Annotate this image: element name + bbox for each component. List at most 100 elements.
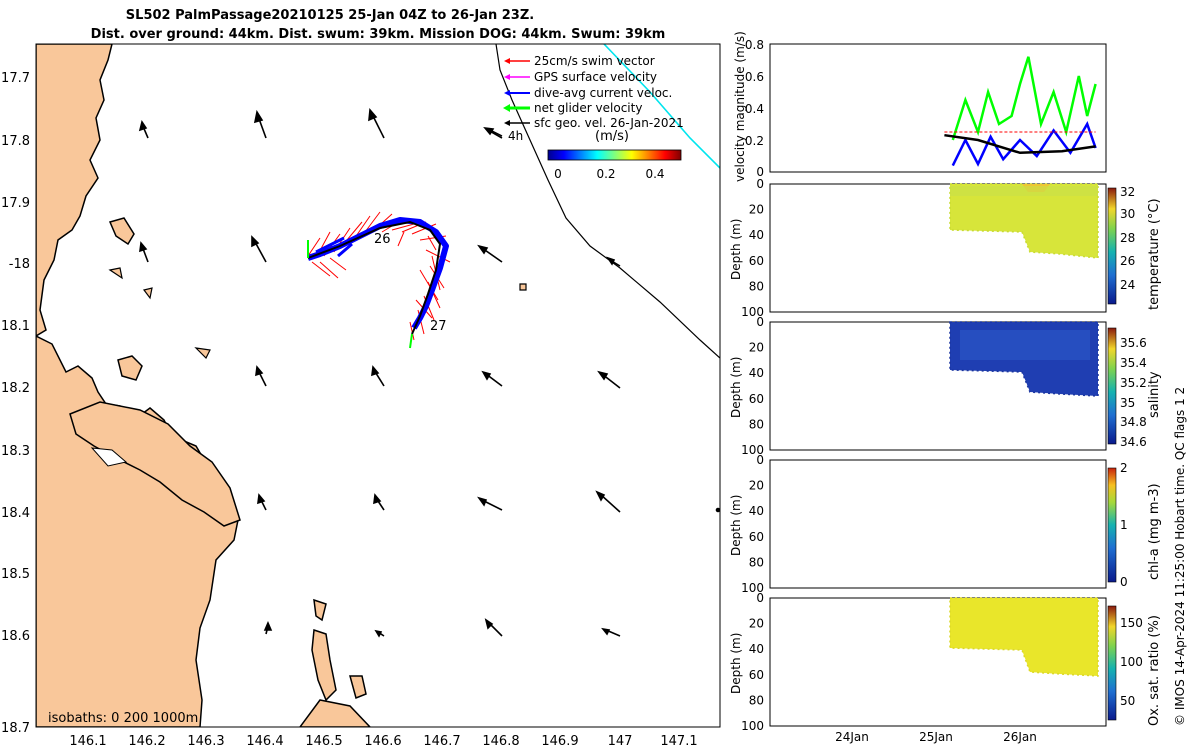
depth-tick: 100 — [741, 305, 764, 319]
time-tick-25jan: 25Jan — [919, 730, 953, 744]
depth-tick: 20 — [749, 479, 764, 493]
chla-panel — [769, 459, 1107, 589]
map-xtick: 146.4 — [246, 734, 283, 749]
depth-tick: 80 — [749, 417, 764, 431]
chla-cb-tick: 0 — [1120, 575, 1128, 589]
sal-cb-tick: 35 — [1120, 396, 1135, 410]
salinity-label: salinity — [1147, 371, 1162, 418]
velocity-series — [944, 56, 1097, 167]
temp-cb-tick: 24 — [1120, 278, 1135, 292]
map-xtick: 147 — [608, 734, 633, 749]
chla-colorbar — [1107, 467, 1117, 583]
depth-tick: 20 — [749, 341, 764, 355]
vel-ytick: 0.2 — [745, 134, 764, 148]
vel-ytick: 0.8 — [745, 38, 764, 52]
map-xtick: 147.1 — [660, 734, 697, 749]
chla-cb-tick: 1 — [1120, 518, 1128, 532]
temp-cb-tick: 30 — [1120, 207, 1135, 221]
colorbar-title: (m/s) — [595, 129, 629, 144]
map-ytick: 17.9 — [1, 196, 30, 211]
map-ytick: 18.4 — [1, 506, 30, 521]
temperature-colorbar — [1107, 187, 1117, 305]
map-ytick: 18.3 — [1, 444, 30, 459]
legend-net: net glider velocity — [534, 101, 642, 115]
depth-tick: 40 — [749, 366, 764, 380]
chla-cb-tick: 2 — [1120, 461, 1128, 475]
map-ytick: 18.7 — [1, 721, 30, 736]
depth-tick: 100 — [741, 719, 764, 733]
ox-cb-tick: 50 — [1120, 694, 1135, 708]
depth-tick: 20 — [749, 617, 764, 631]
colorbar-tick-0: 0 — [554, 167, 562, 181]
isobaths-label: isobaths: 0 200 1000m — [48, 711, 198, 726]
day-label-26: 26 — [374, 232, 391, 247]
vel-ylabel: velocity magnitude (m/s) — [733, 31, 747, 182]
temp-cb-tick: 28 — [1120, 231, 1135, 245]
time-tick-24jan: 24Jan — [835, 730, 869, 744]
map-xtick: 146.6 — [364, 734, 401, 749]
map-xtick: 146.8 — [482, 734, 519, 749]
vel-ytick: 0 — [756, 165, 764, 179]
chla-label: chl-a (mg m-3) — [1147, 483, 1162, 580]
depth-tick: 40 — [749, 228, 764, 242]
title-line1: SL502 PalmPassage20210125 25-Jan 04Z to … — [126, 8, 534, 23]
depth-tick: 0 — [756, 177, 764, 191]
velocity-line-dive-avg-current — [951, 121, 1097, 167]
map-ytick: -18 — [9, 257, 30, 272]
mainland — [36, 44, 113, 337]
glider-track: 26 27 — [307, 211, 451, 349]
map-frame — [35, 43, 721, 728]
map-y-ticks: 17.7 17.8 17.9 -18 18.1 18.2 18.3 18.4 1… — [1, 71, 30, 736]
vel-ytick: 0.6 — [745, 70, 764, 84]
map-panel: 26 27 25cm/s swim vector GPS surface vel… — [1, 43, 721, 749]
velocity-line-sfc-geo — [944, 133, 1096, 155]
ox-cb-tick: 150 — [1120, 616, 1143, 630]
temperature-panel — [769, 183, 1107, 313]
title-line2: Dist. over ground: 44km. Dist. swum: 39k… — [91, 27, 666, 42]
depth-tick: 40 — [749, 642, 764, 656]
legend-gps: GPS surface velocity — [534, 70, 657, 84]
velocity-line-net-glider-velocity — [951, 56, 1097, 141]
oxsat-label: Ox. sat. ratio (%) — [1147, 615, 1162, 726]
map-xtick: 146.1 — [69, 734, 106, 749]
map-x-ticks: 146.1 146.2 146.3 146.4 146.5 146.6 146.… — [69, 734, 697, 749]
map-legend: 25cm/s swim vector GPS surface velocity … — [489, 54, 684, 181]
salinity-colorbar — [1107, 327, 1117, 445]
legend-current: dive-avg current veloc. — [534, 86, 672, 100]
depth-tick: 60 — [749, 530, 764, 544]
depth-tick: 80 — [749, 693, 764, 707]
sal-cb-tick: 35.6 — [1120, 336, 1147, 350]
geo-velocity-arrows — [138, 108, 721, 638]
map-xtick: 146.9 — [541, 734, 578, 749]
oxsat-panel — [769, 597, 1107, 727]
colorbar-tick-1: 0.2 — [596, 167, 615, 181]
depth-tick: 0 — [756, 315, 764, 329]
map-xtick: 146.2 — [128, 734, 165, 749]
temperature-label: temperature (°C) — [1147, 198, 1162, 310]
map-ytick: 18.6 — [1, 629, 30, 644]
velocity-panel: 0 0.2 0.4 0.6 0.8 velocity magnitude (m/… — [733, 31, 1107, 182]
speed-colorbar — [547, 149, 682, 161]
map-ytick: 18.5 — [1, 567, 30, 582]
depth-tick: 20 — [749, 203, 764, 217]
depth-axes: 0 20 40 60 80 100 Depth (m) 0 20 40 60 80 100 Depth (… — [729, 177, 764, 733]
depth-tick: 80 — [749, 279, 764, 293]
depth-tick: 60 — [749, 392, 764, 406]
salinity-panel — [769, 321, 1107, 451]
oxsat-section — [949, 597, 1099, 677]
oxsat-colorbar — [1107, 605, 1117, 721]
temp-cb-tick: 32 — [1120, 185, 1135, 199]
day-label-27: 27 — [430, 319, 447, 334]
depth-tick: 60 — [749, 668, 764, 682]
ox-cb-tick: 100 — [1120, 655, 1143, 669]
temperature-section — [949, 183, 1099, 259]
temp-cb-tick: 26 — [1120, 254, 1135, 268]
legend-time: 4h — [508, 129, 523, 143]
sal-cb-tick: 35.4 — [1120, 356, 1147, 370]
depth-label: Depth (m) — [729, 357, 743, 418]
map-ytick: 17.7 — [1, 71, 30, 86]
depth-tick: 80 — [749, 555, 764, 569]
depth-label: Depth (m) — [729, 495, 743, 556]
map-xtick: 146.7 — [423, 734, 460, 749]
